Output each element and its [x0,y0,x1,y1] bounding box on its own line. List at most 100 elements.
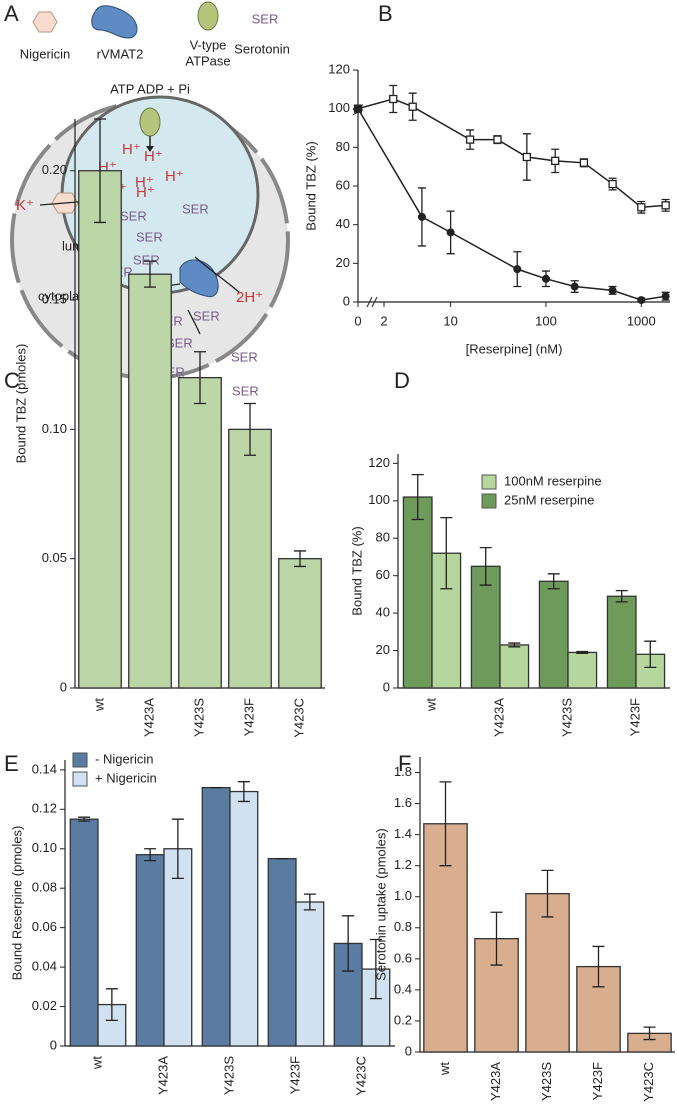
y-tick-label: 0.08 [32,880,57,895]
y-tick-label: 1.8 [394,764,412,779]
ser-label: SER [136,229,163,244]
y-tick-label: 60 [336,177,350,192]
point [661,292,670,301]
x-tick-label: 2 [380,313,387,328]
y-tick-label: 80 [376,530,390,545]
point [389,94,398,104]
error-bar [105,988,118,1022]
y-tick-label: 100 [328,100,350,115]
x-tick-label: Y423A [141,698,156,737]
panel-letter: C [4,368,20,393]
x-tick-label: Y423S [191,698,206,737]
x-tick-label: Y423F [241,698,256,736]
x-tick-label: Y423A [491,698,506,737]
error-bar [547,573,560,590]
y-tick-label: 0.6 [394,950,412,965]
x-tick-label: Y423F [590,1062,605,1100]
ser-label: SER [120,208,147,223]
x-tick-label: Y423F [287,1056,302,1094]
y-tick-label: 120 [368,455,390,470]
x-tick-label: wt [89,1056,104,1070]
y-tick-label: 80 [336,139,350,154]
bar [97,1003,127,1047]
error-bar [78,816,91,822]
bar [295,901,325,1047]
x-tick-label: wt [437,1062,452,1076]
legend-label: Serotonin [234,41,290,56]
atpase [139,107,161,137]
error-bar [643,1026,656,1041]
y-tick-label: 0.02 [32,998,57,1013]
proton-label: H⁺ [135,174,154,191]
proton-label: H⁺ [136,184,155,201]
x-tick-label: Y423S [221,1056,236,1095]
point [637,296,646,305]
bar [135,854,165,1047]
x-tick-label: 10 [443,313,457,328]
y-tick-label: 0.10 [32,840,57,855]
y-axis-label: Bound TBZ (%) [349,526,364,615]
error-bar [94,118,106,224]
x-tick-label: Y423C [641,1062,656,1102]
reaction-label: ATP ADP + Pi [110,81,190,96]
error-bar [303,893,316,911]
x-tick-label: 100 [535,313,557,328]
bar [470,565,501,689]
panel-letter: D [394,368,410,393]
x-tick-label: Y423F [627,698,642,736]
error-bar [244,402,256,456]
y-tick-label: 0.8 [394,919,412,934]
panel-letter: B [378,1,393,26]
x-tick-label: Y423A [488,1062,503,1101]
point [354,104,362,113]
legend-label: SER [252,11,279,26]
point [661,201,670,210]
arrow-head [146,146,154,152]
bar [229,790,259,1047]
point [446,228,455,237]
y-tick-label: 0.05 [42,550,67,565]
point [408,102,417,111]
x-axis-label: [Reserpine] (nM) [466,341,563,356]
panel-letter: A [4,1,19,26]
bar [499,644,530,689]
y-tick-label: 100 [368,492,390,507]
bar [474,938,519,1053]
y-axis-label: Bound Reserpine (pmoles) [9,826,24,981]
panel-letter: F [398,751,411,776]
error-bar [342,915,355,972]
legend-label: + Nigericin [95,770,157,785]
ser-label: SER [133,252,160,267]
x-tick-label: 1000 [627,313,656,328]
bar [128,273,172,689]
point [541,274,550,283]
bar [78,170,122,689]
vmat-icon [91,5,138,39]
y-tick-label: 0.06 [32,919,57,934]
error-bar [440,516,453,590]
point [493,135,502,144]
y-tick-label: 0 [50,1037,57,1052]
bar [228,428,272,689]
y-tick-label: 1.4 [394,826,412,841]
x-tick-label: Y423S [559,698,574,737]
y-tick-label: 40 [336,216,350,231]
error-bar [144,848,157,862]
point [551,156,560,166]
y-axis-label: Bound TBZ (%) [303,141,318,230]
x-tick-label: Y423A [155,1056,170,1095]
bar [163,848,193,1047]
x-tick-label: Y423C [291,698,306,738]
series-line [357,98,666,209]
y-tick-label: 0.14 [32,761,57,776]
y-tick-label: 0 [60,679,67,694]
error-bar [479,546,492,586]
y-tick-label: 0.2 [394,1012,412,1027]
bar [567,651,598,689]
y-tick-label: 60 [376,567,390,582]
x-tick-label: Y423C [353,1056,368,1096]
panel-letter: E [4,751,19,776]
y-tick-label: 0 [343,293,350,308]
error-bar [615,590,628,603]
